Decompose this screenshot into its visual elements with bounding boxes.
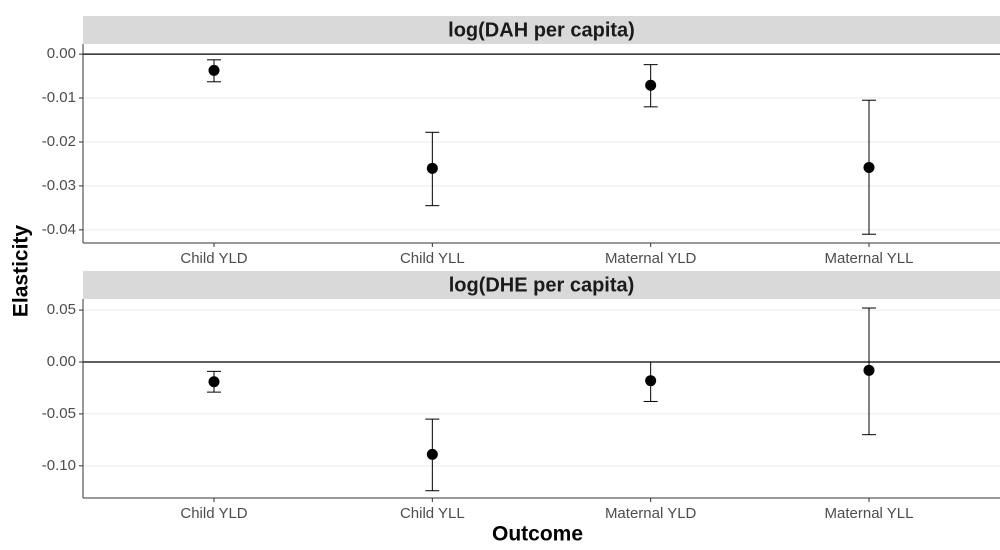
strip	[83, 16, 1000, 44]
x-axis-title: Outcome	[492, 523, 583, 545]
point	[645, 79, 657, 91]
y-tick-label: 0.00	[47, 353, 76, 370]
point	[208, 64, 220, 76]
y-tick-label: 0.00	[47, 45, 76, 62]
x-tick-label: Child YLD	[180, 250, 247, 267]
y-tick-label: -0.03	[42, 177, 76, 194]
point	[645, 375, 657, 387]
strip-title: log(DAH per capita)	[448, 19, 635, 41]
point	[863, 161, 875, 173]
x-tick-label: Maternal YLL	[825, 250, 914, 267]
strip-title: log(DHE per capita)	[449, 274, 635, 296]
x-tick-label: Child YLD	[180, 505, 247, 522]
y-tick-label: -0.05	[42, 405, 76, 422]
x-tick-label: Maternal YLD	[605, 505, 697, 522]
x-tick-label: Child YLL	[400, 250, 465, 267]
x-tick-label: Child YLL	[400, 505, 465, 522]
strip	[83, 271, 1000, 299]
point	[426, 448, 438, 460]
point	[208, 376, 220, 388]
y-tick-label: -0.10	[42, 457, 76, 474]
x-tick-label: Maternal YLL	[825, 505, 914, 522]
y-tick-label: -0.02	[42, 133, 76, 150]
point	[426, 162, 438, 174]
point	[863, 364, 875, 376]
y-tick-label: -0.01	[42, 89, 76, 106]
y-tick-label: -0.04	[42, 221, 76, 238]
y-tick-label: 0.05	[47, 301, 76, 318]
y-axis-title: Elasticity	[10, 225, 33, 318]
x-tick-label: Maternal YLD	[605, 250, 697, 267]
